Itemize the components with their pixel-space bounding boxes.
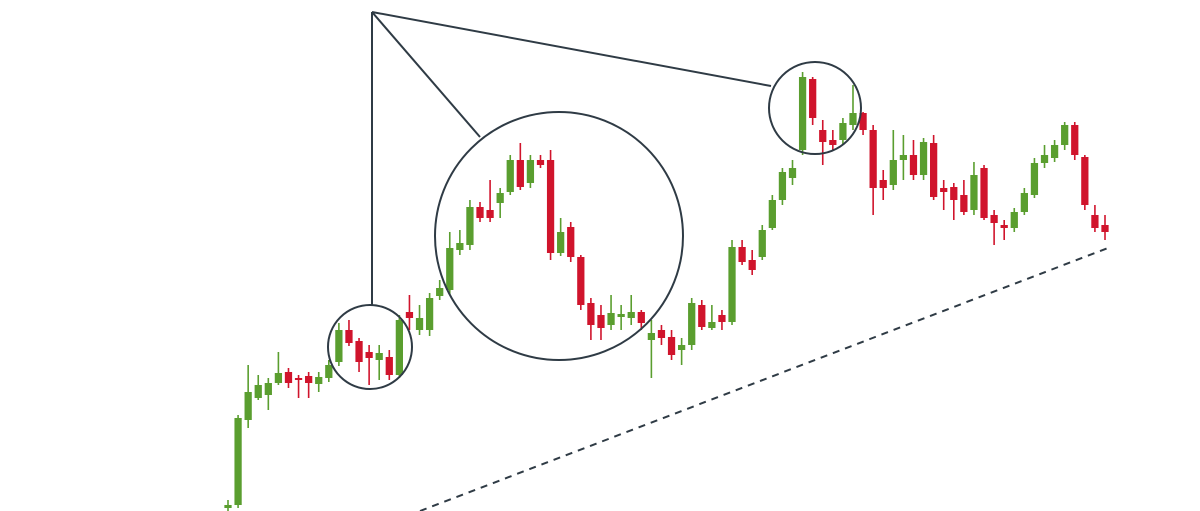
candle-body xyxy=(919,142,928,175)
candle-body xyxy=(849,113,857,125)
candle-body xyxy=(960,195,968,212)
candle-body xyxy=(899,155,908,160)
candle-body xyxy=(335,330,343,362)
candle-body xyxy=(819,130,827,142)
candle-body xyxy=(909,155,918,175)
candle-body xyxy=(536,160,545,165)
candle-body xyxy=(264,383,272,395)
candle-body xyxy=(627,312,635,318)
candle-body xyxy=(768,200,776,228)
candle-body xyxy=(496,193,504,203)
candle-body xyxy=(647,333,656,340)
candle-body xyxy=(859,113,867,130)
candle-body xyxy=(425,298,434,330)
candle-body xyxy=(284,372,293,383)
candle-body xyxy=(355,341,363,362)
candle-body xyxy=(274,373,283,383)
candle-body xyxy=(466,207,474,245)
candle-body xyxy=(456,243,464,250)
candle-body xyxy=(365,352,373,358)
candle-body xyxy=(546,160,555,253)
candle-body xyxy=(577,257,585,305)
highlight-circle xyxy=(434,111,684,361)
candle-body xyxy=(829,140,837,145)
candle-body xyxy=(597,315,605,328)
candle-body xyxy=(345,330,353,343)
candle-body xyxy=(1030,163,1039,195)
candle-body xyxy=(698,305,706,327)
candle-body xyxy=(788,168,797,178)
candle-body xyxy=(395,320,403,375)
candle-body xyxy=(1101,225,1109,232)
candle-body xyxy=(244,392,252,420)
candle-body xyxy=(940,188,948,192)
candle-body xyxy=(415,318,424,330)
candle-body xyxy=(557,232,565,253)
candle-body xyxy=(798,77,807,150)
candle-body xyxy=(486,210,494,218)
candle-body xyxy=(809,79,817,118)
candle-body xyxy=(657,330,666,338)
candle-body xyxy=(375,353,383,360)
candle-body xyxy=(667,337,676,355)
candle-body xyxy=(637,312,645,323)
candle-body xyxy=(607,313,615,325)
candle-body xyxy=(930,143,938,197)
candle-body xyxy=(1091,215,1099,228)
candle-body xyxy=(1081,157,1089,205)
candle-body xyxy=(436,288,444,296)
candle-body xyxy=(476,207,484,218)
candle-body xyxy=(587,303,595,325)
candle-body xyxy=(708,322,716,328)
candle-body xyxy=(526,160,535,183)
candle-body xyxy=(970,175,978,210)
candle-body xyxy=(325,365,333,378)
candle-body xyxy=(617,314,625,317)
candle-body xyxy=(738,247,746,262)
candle-body xyxy=(758,230,766,257)
candle-body xyxy=(778,172,787,200)
candle-body xyxy=(224,505,232,508)
candle-body xyxy=(385,357,393,375)
candle-body xyxy=(305,376,313,383)
candle-body xyxy=(718,315,726,322)
trend-line xyxy=(419,247,1109,511)
candle-body xyxy=(1050,145,1059,158)
candle-body xyxy=(1071,125,1079,155)
candle-body xyxy=(728,247,736,322)
highlight-circle xyxy=(768,61,862,155)
candle-body xyxy=(506,160,514,192)
candle-body xyxy=(839,123,847,140)
candle-body xyxy=(516,160,524,187)
candle-body xyxy=(889,160,897,185)
candle-body xyxy=(950,187,958,200)
callout-line xyxy=(371,11,481,138)
candle-body xyxy=(990,215,998,223)
candle-body xyxy=(688,303,696,345)
candle-body xyxy=(1010,212,1018,228)
candle-body xyxy=(1000,225,1008,228)
candle-body xyxy=(1061,125,1069,145)
candles xyxy=(224,72,1109,511)
callout-line xyxy=(371,11,772,87)
candle-body xyxy=(748,260,756,270)
candle-body xyxy=(567,227,575,257)
candle-body xyxy=(869,130,877,188)
candle-body xyxy=(234,418,242,505)
candle-body xyxy=(1040,155,1049,163)
candle-body xyxy=(879,180,887,188)
candle-body xyxy=(980,168,988,218)
candle-body xyxy=(315,377,323,384)
candle-body xyxy=(254,385,262,398)
candle-body xyxy=(294,378,303,380)
candle-body xyxy=(677,345,686,350)
candle-body xyxy=(1020,193,1028,212)
candle-body xyxy=(446,248,454,290)
candle-body xyxy=(405,312,414,318)
highlight-circle xyxy=(327,304,413,390)
